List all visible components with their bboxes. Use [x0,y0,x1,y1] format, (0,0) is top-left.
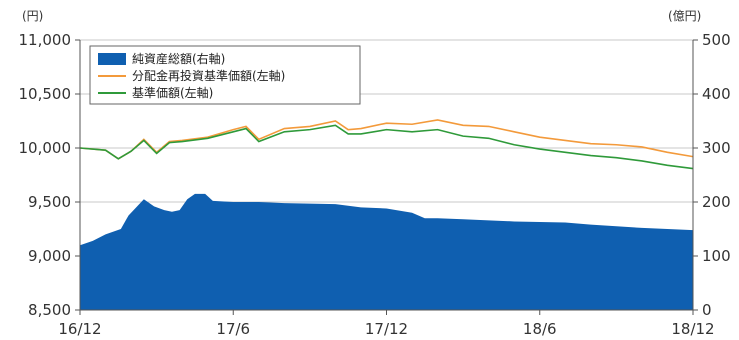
x-tick-label: 17/12 [365,320,408,338]
legend-label: 分配金再投資基準価額(左軸) [132,68,285,83]
right-tick-label: 100 [702,247,731,265]
right-tick-label: 300 [702,139,731,157]
x-tick-label: 16/12 [58,320,101,338]
left-tick-label: 10,500 [19,85,72,103]
series-area-0 [80,193,693,310]
left-tick-label: 9,500 [28,193,71,211]
x-tick-label: 17/6 [216,320,250,338]
x-tick-label: 18/12 [671,320,714,338]
line-layer [79,119,694,170]
legend-label: 基準価額(左軸) [132,85,213,100]
left-axis-unit: (円) [22,9,43,23]
right-tick-label: 200 [702,193,731,211]
legend-swatch-area [98,53,126,65]
area-layer [80,193,693,310]
right-tick-label: 500 [702,31,731,49]
left-tick-label: 10,000 [19,139,72,157]
left-tick-label: 9,000 [28,247,71,265]
legend-label: 純資産総額(右軸) [132,51,225,66]
left-tick-label: 11,000 [19,31,72,49]
axes: 8,500 0 9,000 100 9,500 200 10,000 300 10,500 400… [19,9,731,338]
series-line-2 [79,124,694,170]
left-tick-label: 8,500 [28,301,71,319]
right-tick-label: 0 [702,301,712,319]
x-tick-label: 18/6 [523,320,557,338]
series-line-1 [79,119,694,160]
right-axis-unit: (億円) [668,9,701,23]
right-tick-label: 400 [702,85,731,103]
legend: 純資産総額(右軸) 分配金再投資基準価額(左軸) 基準価額(左軸) [89,45,361,105]
legend-box [89,45,361,105]
